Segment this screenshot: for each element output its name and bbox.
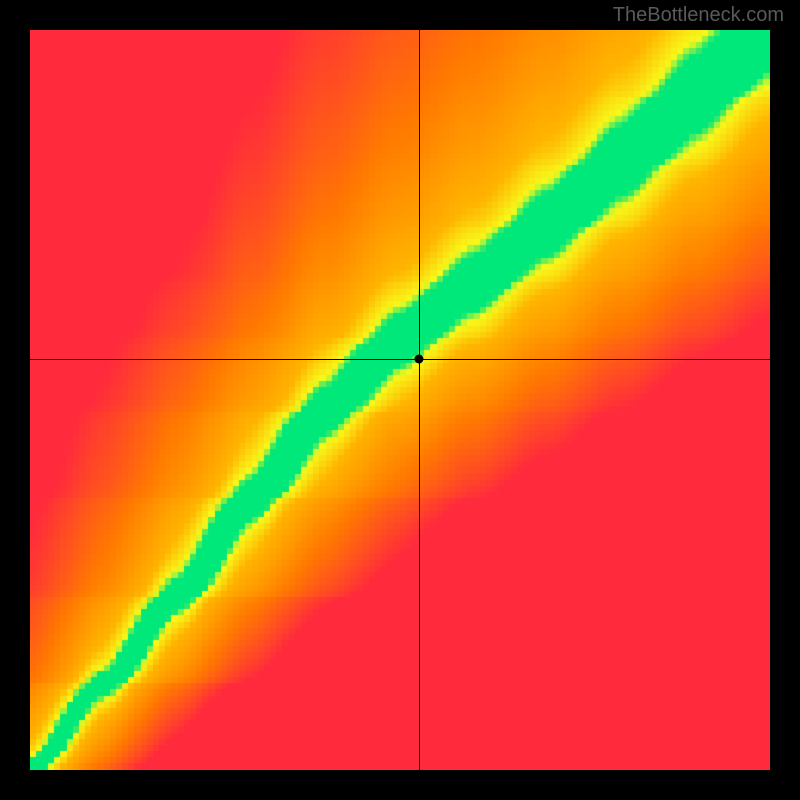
- crosshair-vertical: [419, 30, 420, 770]
- heatmap-canvas: [30, 30, 770, 770]
- crosshair-dot: [414, 355, 423, 364]
- crosshair-horizontal: [30, 359, 770, 360]
- plot-area: [30, 30, 770, 770]
- watermark-text: TheBottleneck.com: [613, 4, 784, 27]
